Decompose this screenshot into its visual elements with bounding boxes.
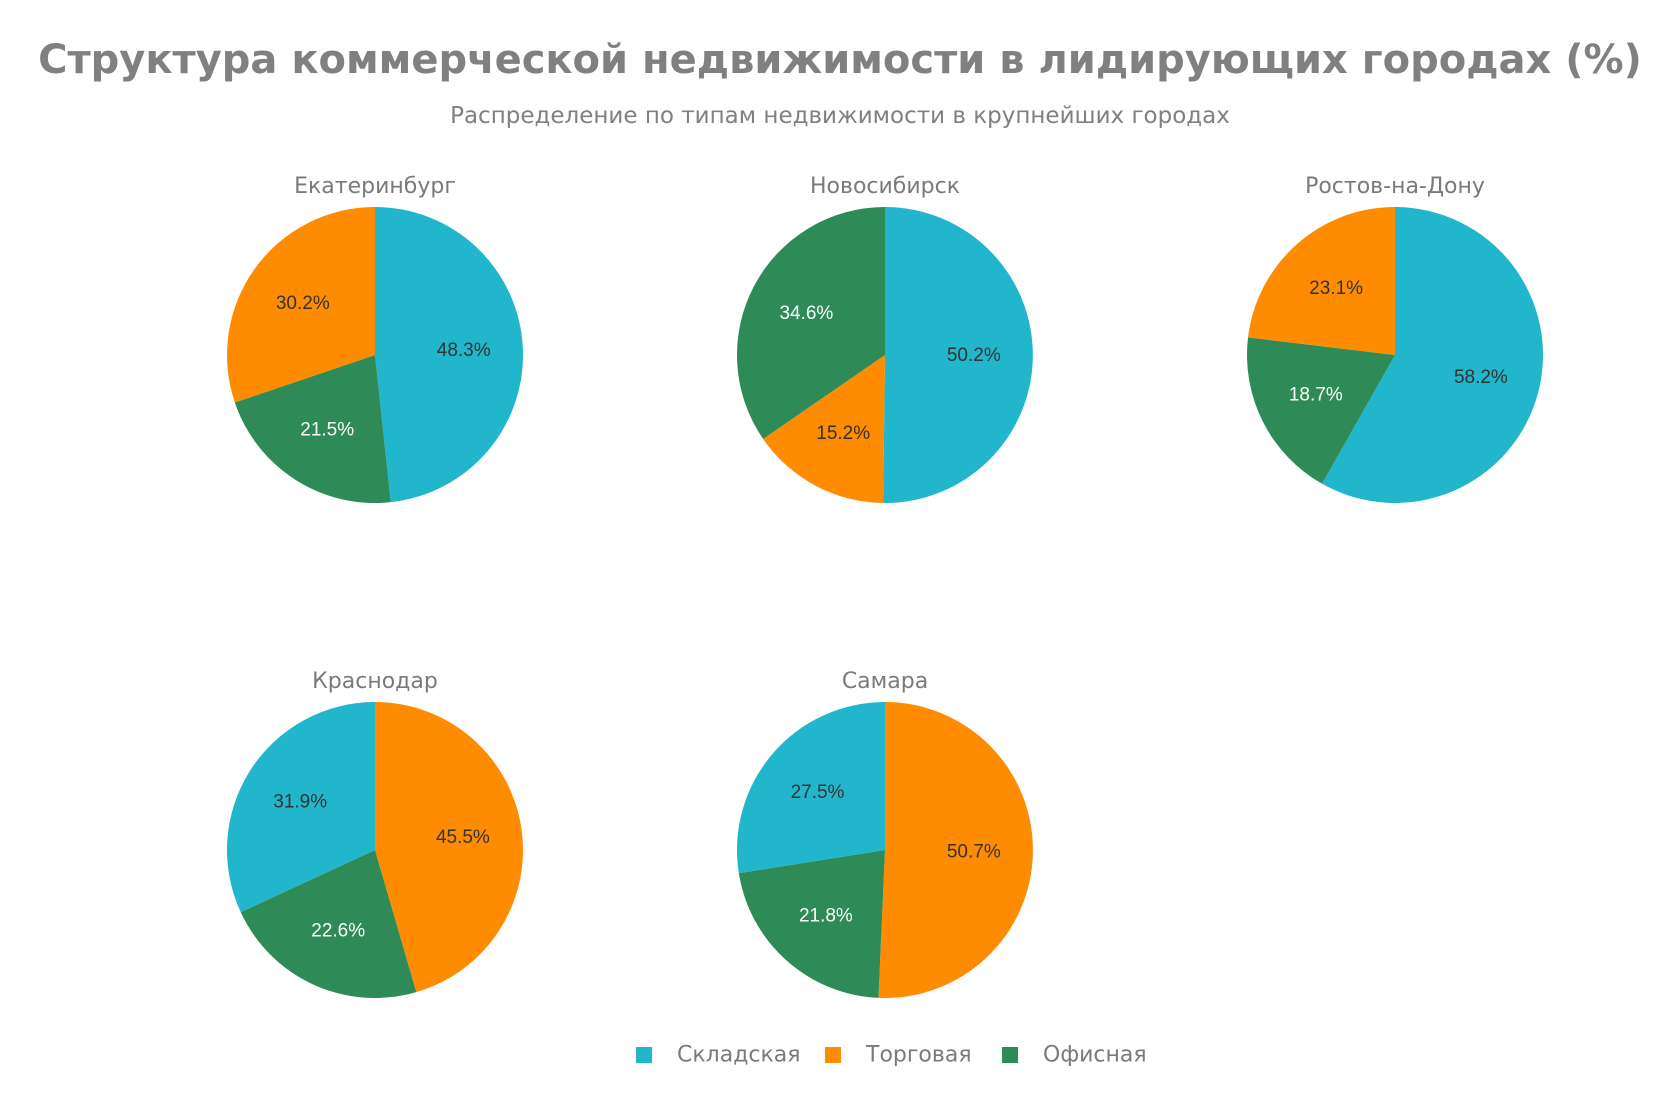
pie-slice-офисная: [240, 850, 417, 998]
slice-label: 21.8%: [799, 906, 853, 927]
pie-slice-офисная: [738, 850, 885, 998]
slice-label: 21.5%: [300, 419, 354, 440]
pie-slice-офисная: [234, 355, 391, 504]
slice-label: 23.1%: [1309, 278, 1363, 299]
legend-label-торговая: Торговая: [865, 1043, 972, 1068]
slice-label: 27.5%: [791, 782, 845, 803]
pie-slice-торговая: [375, 702, 523, 993]
legend-label-офисная: Офисная: [1043, 1043, 1147, 1068]
slice-label: 34.6%: [779, 303, 833, 324]
pie-title: Екатеринбург: [294, 174, 456, 199]
slice-label: 18.7%: [1289, 385, 1343, 406]
slice-label: 45.5%: [436, 827, 490, 848]
slice-label: 50.7%: [947, 842, 1001, 863]
pie-slice-складская: [375, 207, 524, 503]
slice-label: 30.2%: [276, 293, 330, 314]
slice-label: 22.6%: [311, 920, 365, 941]
legend-label-складская: Складская: [677, 1043, 801, 1068]
pie-slice-складская: [883, 207, 1033, 503]
pie-title: Самара: [842, 669, 928, 694]
pie-slice-офисная: [1246, 337, 1395, 484]
slice-label: 50.2%: [947, 345, 1001, 366]
pie-slice-складская: [226, 702, 375, 913]
legend-swatch-офисная: [1002, 1047, 1018, 1063]
pie-title: Краснодар: [312, 669, 438, 694]
legend: Складская Торговая Офисная: [636, 1043, 1147, 1068]
pie-slice-торговая: [1248, 207, 1395, 355]
pie-slice-складская: [736, 702, 885, 874]
pie-краснодар: Краснодар 45.5% 22.6% 31.9%: [226, 669, 523, 998]
pie-ростов-на-дону: Ростов-на-Дону 58.2% 18.7% 23.1%: [1246, 174, 1543, 503]
pie-новосибирск: Новосибирск 50.2% 15.2% 34.6%: [737, 174, 1033, 503]
legend-swatch-складская: [636, 1047, 652, 1063]
chart-title: Структура коммерческой недвижимости в ли…: [38, 37, 1642, 83]
chart-subtitle: Распределение по типам недвижимости в кр…: [450, 103, 1230, 129]
pie-slice-торговая: [878, 702, 1033, 998]
slice-label: 58.2%: [1454, 367, 1508, 388]
slice-label: 31.9%: [273, 792, 327, 813]
pies-group: Екатеринбург 48.3% 21.5% 30.2% Новосибирск 50…: [226, 174, 1543, 998]
pie-title: Новосибирск: [810, 174, 960, 199]
pie-екатеринбург: Екатеринбург 48.3% 21.5% 30.2%: [227, 174, 524, 504]
pie-slice-складская: [1322, 207, 1543, 503]
slice-label: 15.2%: [816, 423, 870, 444]
legend-swatch-торговая: [825, 1047, 841, 1063]
pie-title: Ростов-на-Дону: [1305, 174, 1485, 199]
pie-slice-торговая: [763, 355, 885, 503]
slice-label: 48.3%: [437, 340, 491, 361]
pie-slice-офисная: [737, 207, 885, 439]
pie-самара: Самара 50.7% 21.8% 27.5%: [736, 669, 1033, 998]
pie-slice-торговая: [227, 207, 375, 403]
